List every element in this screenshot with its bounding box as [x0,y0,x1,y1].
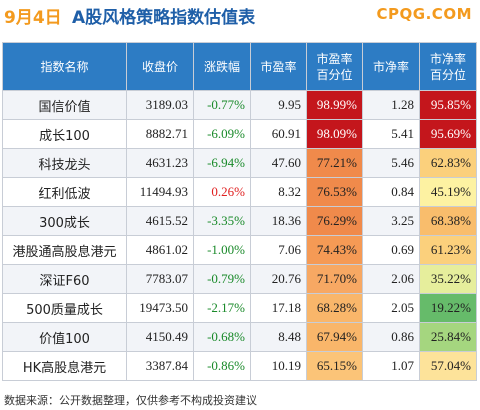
change-percent: -6.09% [193,119,251,149]
pe-percentile: 67.94% [306,322,363,352]
close-price: 4150.49 [126,322,194,352]
pb-percentile: 68.38% [419,206,477,236]
close-price: 3189.03 [126,90,194,120]
pe-ratio: 8.32 [250,177,307,207]
index-name: 港股通高股息港元 [2,235,127,265]
col-header-name: 指数名称 [2,42,127,91]
col-header-change: 涨跌幅 [193,42,251,91]
footer-source: 数据来源：公开数据整理，仅供参考不构成投资建议 [4,394,257,407]
header: 9月4日 A股风格策略指数估值表 CPQG.COM [0,0,480,30]
change-percent: 0.26% [193,177,251,207]
table-row: 深证F60 7783.07 -0.79% 20.76 71.70% 2.06 35.22% [2,264,477,294]
col-header-pb-percentile: 市净率 百分位 [419,42,477,91]
col-header-pb: 市净率 [362,42,420,91]
pe-percentile: 77.21% [306,148,363,178]
table-row: 价值100 4150.49 -0.68% 8.48 67.94% 0.86 25.84% [2,322,477,352]
col-header-close: 收盘价 [126,42,194,91]
change-percent: -0.79% [193,264,251,294]
pb-percentile: 45.19% [419,177,477,207]
pb-percentile: 25.84% [419,322,477,352]
table-row: 科技龙头 4631.23 -6.94% 47.60 77.21% 5.46 62.83% [2,148,477,178]
pe-ratio: 60.91 [250,119,307,149]
pb-ratio: 5.46 [362,148,420,178]
change-percent: -6.94% [193,148,251,178]
col-header-pe-percentile: 市盈率 百分位 [306,42,363,91]
pb-percentile: 61.23% [419,235,477,265]
pb-percentile: 57.04% [419,351,477,381]
valuation-table: 指数名称 收盘价 涨跌幅 市盈率 市盈率 百分位 市净率 市净率 百分位 国信价值 3… [2,42,477,381]
index-name: 科技龙头 [2,148,127,178]
close-price: 3387.84 [126,351,194,381]
close-price: 4861.02 [126,235,194,265]
change-percent: -0.86% [193,351,251,381]
site-logo: CPQG.COM [376,5,472,23]
pe-percentile: 68.28% [306,293,363,323]
table-row: 300成长 4615.52 -3.35% 18.36 76.29% 3.25 68.38% [2,206,477,236]
change-percent: -2.17% [193,293,251,323]
pb-percentile: 35.22% [419,264,477,294]
pe-percentile: 76.29% [306,206,363,236]
pe-percentile: 74.43% [306,235,363,265]
change-percent: -3.35% [193,206,251,236]
pb-ratio: 2.06 [362,264,420,294]
col-header-pe: 市盈率 [250,42,307,91]
index-name: HK高股息港元 [2,351,127,381]
pe-ratio: 47.60 [250,148,307,178]
index-name: 成长100 [2,119,127,149]
pb-percentile: 95.85% [419,90,477,120]
pb-percentile: 62.83% [419,148,477,178]
change-percent: -0.68% [193,322,251,352]
table-row: HK高股息港元 3387.84 -0.86% 10.19 65.15% 1.07 57.04… [2,351,477,381]
pe-ratio: 20.76 [250,264,307,294]
index-name: 价值100 [2,322,127,352]
pb-ratio: 1.28 [362,90,420,120]
pb-ratio: 0.69 [362,235,420,265]
table-row: 国信价值 3189.03 -0.77% 9.95 98.99% 1.28 95.85% [2,90,477,120]
pe-percentile: 76.53% [306,177,363,207]
close-price: 4615.52 [126,206,194,236]
pe-ratio: 17.18 [250,293,307,323]
change-percent: -0.77% [193,90,251,120]
pe-ratio: 7.06 [250,235,307,265]
table-row: 港股通高股息港元 4861.02 -1.00% 7.06 74.43% 0.69 61.23… [2,235,477,265]
index-name: 300成长 [2,206,127,236]
index-name: 红利低波 [2,177,127,207]
pe-ratio: 10.19 [250,351,307,381]
pe-percentile: 98.99% [306,90,363,120]
table-row: 500质量成长 19473.50 -2.17% 17.18 68.28% 2.05 19.2… [2,293,477,323]
page-title: A股风格策略指数估值表 [72,8,256,28]
pb-ratio: 0.84 [362,177,420,207]
pb-percentile: 95.69% [419,119,477,149]
pe-ratio: 9.95 [250,90,307,120]
table-row: 红利低波 11494.93 0.26% 8.32 76.53% 0.84 45.19% [2,177,477,207]
pe-ratio: 18.36 [250,206,307,236]
close-price: 8882.71 [126,119,194,149]
close-price: 19473.50 [126,293,194,323]
pe-percentile: 98.09% [306,119,363,149]
pe-ratio: 8.48 [250,322,307,352]
pe-percentile: 71.70% [306,264,363,294]
pb-ratio: 3.25 [362,206,420,236]
index-name: 国信价值 [2,90,127,120]
table-row: 成长100 8882.71 -6.09% 60.91 98.09% 5.41 95.69% [2,119,477,149]
close-price: 11494.93 [126,177,194,207]
pe-percentile: 65.15% [306,351,363,381]
title-date: 9月4日 [4,8,62,28]
index-name: 深证F60 [2,264,127,294]
pb-ratio: 1.07 [362,351,420,381]
close-price: 7783.07 [126,264,194,294]
pb-ratio: 0.86 [362,322,420,352]
table-header-row: 指数名称 收盘价 涨跌幅 市盈率 市盈率 百分位 市净率 市净率 百分位 [2,42,477,91]
close-price: 4631.23 [126,148,194,178]
change-percent: -1.00% [193,235,251,265]
pb-ratio: 5.41 [362,119,420,149]
index-name: 500质量成长 [2,293,127,323]
pb-percentile: 19.22% [419,293,477,323]
pb-ratio: 2.05 [362,293,420,323]
